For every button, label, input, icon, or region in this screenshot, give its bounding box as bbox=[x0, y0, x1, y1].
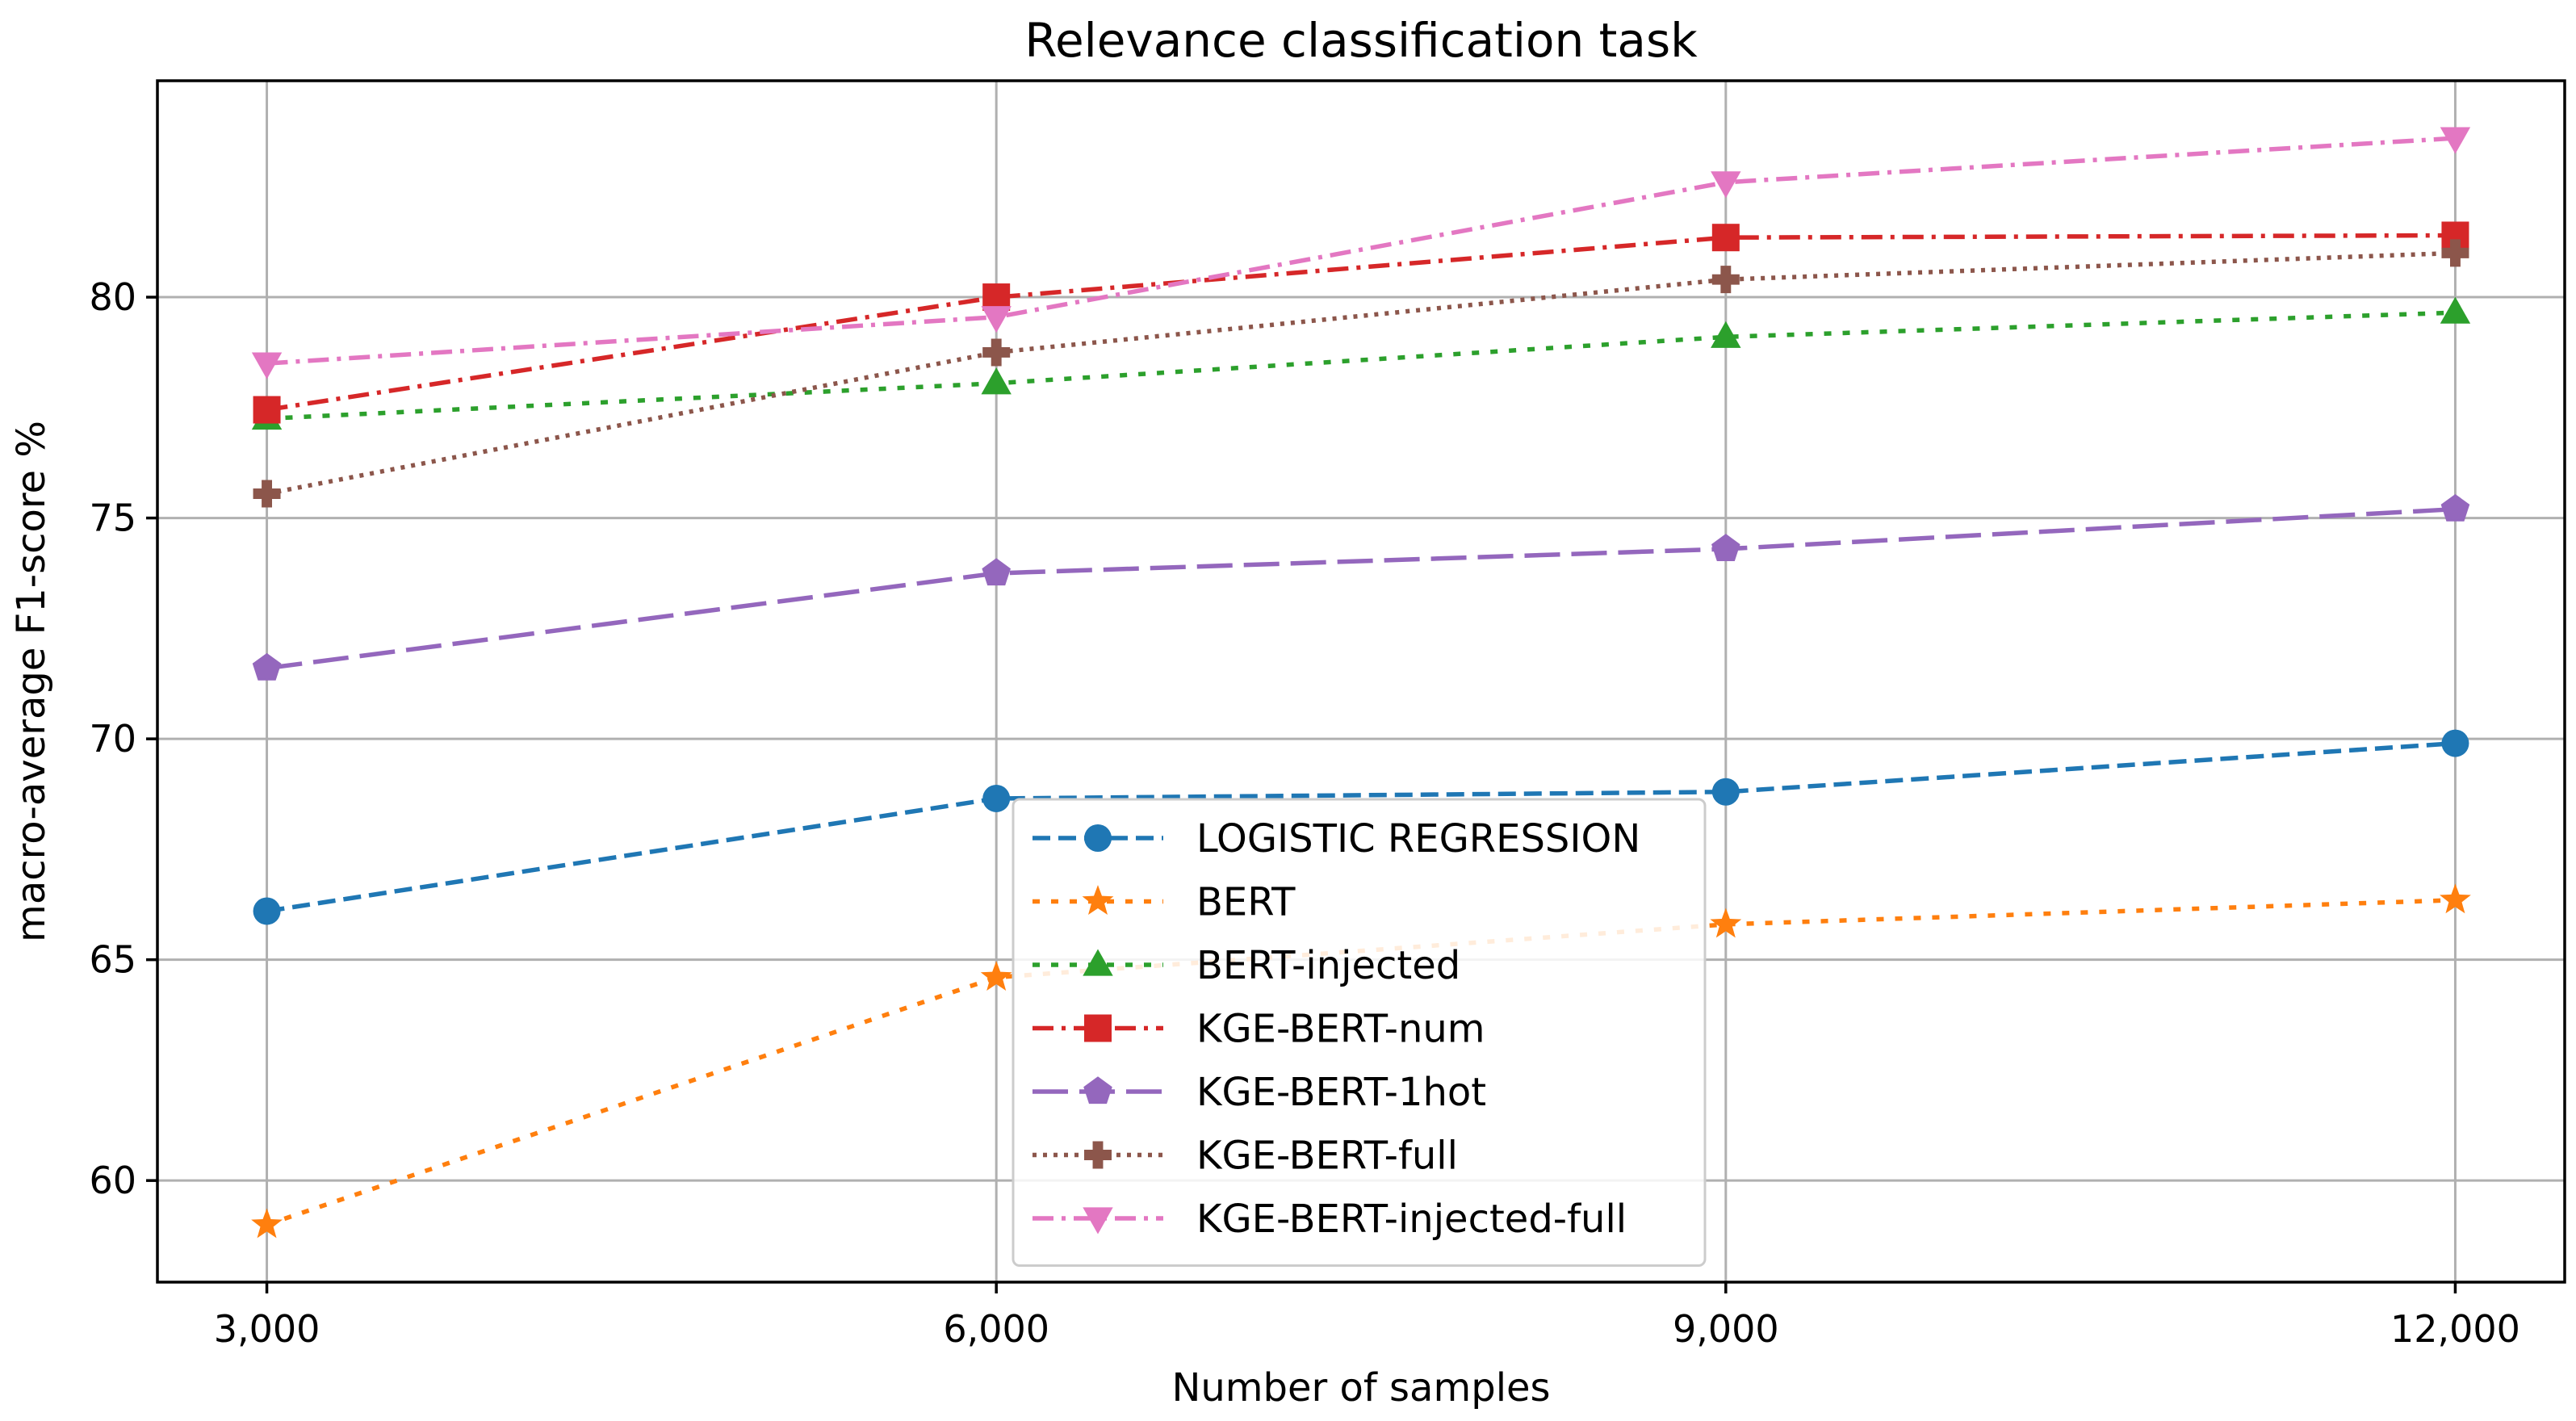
data-point-kge-bert-1hot bbox=[1711, 534, 1740, 562]
legend-item-kge-bert-num: KGE-BERT-num bbox=[1032, 1007, 1485, 1052]
legend-label: KGE-BERT-injected-full bbox=[1196, 1197, 1627, 1242]
data-point-kge-bert-injected-full bbox=[981, 306, 1012, 333]
y-axis-label: macro-average F1-score % bbox=[9, 421, 54, 942]
data-point-bert bbox=[2440, 883, 2471, 914]
series-line-logistic-regression bbox=[266, 740, 2456, 914]
legend-marker bbox=[1084, 824, 1112, 852]
data-point-bert-injected bbox=[981, 367, 1012, 395]
y-axis: 60 65 70 75 80 bbox=[89, 275, 157, 1202]
data-point-logistic-regression bbox=[982, 784, 1011, 812]
legend-marker bbox=[1083, 1207, 1113, 1234]
data-point-kge-bert-full bbox=[982, 338, 1011, 367]
legend-item-kge-bert-injected-full: KGE-BERT-injected-full bbox=[1032, 1197, 1627, 1242]
series-bert-injected bbox=[251, 296, 2471, 430]
legend-item-logistic-regression: LOGISTIC REGRESSION bbox=[1032, 816, 1640, 861]
series-kge-bert-full bbox=[253, 239, 2469, 508]
data-point-kge-bert-full bbox=[2441, 239, 2469, 267]
legend-label: LOGISTIC REGRESSION bbox=[1196, 816, 1640, 861]
x-axis-label: Number of samples bbox=[1171, 1365, 1550, 1411]
data-point-bert bbox=[980, 961, 1012, 991]
data-point-logistic-regression bbox=[2441, 729, 2469, 757]
legend-marker bbox=[1084, 1014, 1112, 1042]
legend-item-kge-bert-1hot: KGE-BERT-1hot bbox=[1032, 1070, 1486, 1115]
data-point-kge-bert-injected-full bbox=[2440, 127, 2471, 154]
x-axis: 3,000 6,000 9,000 12,000 bbox=[214, 1282, 2520, 1351]
legend-label: BERT-injected bbox=[1196, 943, 1460, 988]
legend-item-kge-bert-full: KGE-BERT-full bbox=[1032, 1134, 1458, 1179]
legend-item-bert: BERT bbox=[1032, 880, 1296, 925]
data-point-kge-bert-full bbox=[1711, 266, 1740, 294]
x-tick-label: 12,000 bbox=[2390, 1307, 2520, 1351]
legend-marker bbox=[1083, 1076, 1112, 1105]
legend-item-bert-injected: BERT-injected bbox=[1032, 943, 1460, 988]
legend-label: BERT bbox=[1196, 880, 1296, 925]
series-line-kge-bert-1hot bbox=[266, 506, 2456, 671]
data-point-kge-bert-1hot bbox=[252, 652, 282, 681]
y-tick-label: 80 bbox=[89, 275, 136, 319]
legend-marker bbox=[1083, 949, 1113, 976]
data-point-logistic-regression bbox=[253, 897, 281, 925]
series-kge-bert-1hot bbox=[252, 493, 2470, 681]
x-tick-label: 3,000 bbox=[214, 1307, 320, 1351]
x-tick-label: 9,000 bbox=[1673, 1307, 1779, 1351]
data-point-bert bbox=[1710, 908, 1742, 938]
legend-marker bbox=[1082, 885, 1114, 916]
data-point-logistic-regression bbox=[1711, 778, 1740, 806]
data-point-kge-bert-injected-full bbox=[1711, 171, 1741, 199]
data-point-kge-bert-injected-full bbox=[251, 352, 283, 379]
y-tick-label: 75 bbox=[89, 497, 136, 540]
plot-frame bbox=[156, 79, 2566, 1284]
legend-marker bbox=[1084, 1141, 1112, 1169]
y-tick-label: 70 bbox=[89, 717, 136, 761]
data-point-kge-bert-1hot bbox=[982, 558, 1011, 586]
data-point-bert-injected bbox=[2440, 296, 2471, 324]
legend-label: KGE-BERT-num bbox=[1196, 1007, 1485, 1052]
legend-box bbox=[1012, 798, 1707, 1267]
series-kge-bert-injected-full bbox=[251, 127, 2471, 379]
series-line-bert-injected bbox=[266, 310, 2456, 421]
series-line-kge-bert-full bbox=[266, 250, 2456, 497]
series-line-kge-bert-injected-full bbox=[266, 136, 2456, 366]
series-logistic-regression bbox=[253, 729, 2469, 925]
legend: LOGISTIC REGRESSION BERT BERT-injected KGE-… bbox=[1012, 798, 1707, 1267]
data-point-bert bbox=[251, 1208, 283, 1239]
x-tick-label: 6,000 bbox=[943, 1307, 1049, 1351]
y-tick-label: 65 bbox=[89, 938, 136, 982]
data-point-kge-bert-1hot bbox=[2440, 493, 2470, 522]
legend-label: KGE-BERT-full bbox=[1196, 1134, 1458, 1179]
data-point-kge-bert-num bbox=[253, 396, 281, 424]
data-point-kge-bert-num bbox=[1711, 224, 1740, 252]
chart-title: Relevance classification task bbox=[1024, 13, 1698, 68]
data-point-bert-injected bbox=[1711, 321, 1741, 348]
data-point-kge-bert-full bbox=[253, 480, 281, 508]
y-tick-label: 60 bbox=[89, 1159, 136, 1202]
legend-label: KGE-BERT-1hot bbox=[1196, 1070, 1486, 1115]
